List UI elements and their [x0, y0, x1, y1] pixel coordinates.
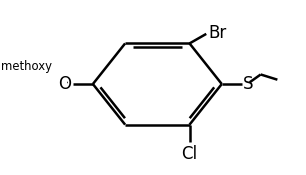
Text: methoxy: methoxy — [1, 60, 52, 73]
Text: Cl: Cl — [181, 145, 198, 163]
Text: S: S — [243, 75, 254, 93]
Text: Br: Br — [208, 24, 226, 42]
Text: O: O — [58, 75, 71, 93]
